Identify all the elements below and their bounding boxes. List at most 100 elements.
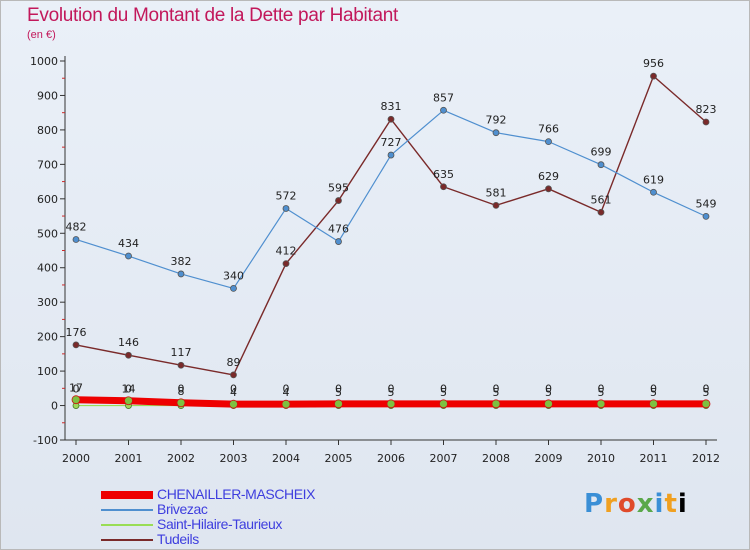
legend-label: Brivezac: [157, 501, 208, 517]
x-tick-label: 2010: [587, 452, 615, 465]
data-point: [702, 212, 710, 220]
data-label: 5: [703, 386, 710, 399]
legend-swatch: [101, 508, 153, 511]
data-label: 766: [538, 123, 559, 136]
x-tick-label: 2005: [325, 452, 353, 465]
data-point: [334, 399, 343, 409]
legend-item: Tudeils: [101, 532, 315, 547]
data-label: 434: [118, 237, 139, 250]
x-tick-label: 2008: [482, 452, 510, 465]
data-label: 340: [223, 269, 244, 282]
legend-swatch: [101, 538, 153, 541]
legend-label: CHENAILLER-MASCHEIX: [157, 486, 316, 502]
data-label: 0: [440, 383, 447, 396]
chart-legend: CHENAILLER-MASCHEIX Brivezac Saint-Hilaire…: [101, 486, 316, 547]
x-tick-label: 2001: [115, 452, 143, 465]
data-label: 0: [650, 383, 657, 396]
x-tick-label: 2011: [640, 452, 668, 465]
data-label: 635: [433, 168, 454, 181]
data-point: [124, 396, 133, 406]
data-label: 482: [66, 220, 87, 233]
data-point: [650, 188, 657, 196]
x-tick-label: 2000: [62, 452, 90, 465]
data-label: 823: [696, 103, 717, 116]
data-point: [229, 399, 238, 409]
data-label: 549: [696, 197, 717, 210]
data-label: 0: [598, 383, 605, 396]
x-tick-label: 2007: [430, 452, 458, 465]
data-label: 0: [335, 383, 342, 396]
data-point: [125, 252, 132, 260]
y-tick-label: 1000: [30, 55, 58, 68]
data-point: [596, 399, 606, 409]
data-point: [282, 205, 290, 212]
data-label: 5: [545, 386, 552, 399]
data-label: 0: [125, 383, 132, 396]
x-tick-label: 2002: [167, 452, 195, 465]
data-point: [492, 201, 500, 209]
data-label: 0: [545, 383, 552, 396]
data-point: [491, 399, 501, 409]
data-label: 146: [118, 336, 139, 349]
data-point: [176, 398, 186, 408]
legend-item: CHENAILLER-MASCHEIX: [101, 486, 316, 502]
data-point: [702, 118, 710, 126]
data-label: 5: [598, 386, 605, 399]
data-label: 0: [73, 383, 80, 396]
data-point: [177, 361, 185, 369]
data-label: 4: [230, 386, 237, 399]
data-label: 857: [433, 91, 454, 104]
data-label: 619: [643, 173, 664, 186]
y-tick-label: 700: [37, 158, 58, 171]
data-point: [545, 138, 552, 146]
data-point: [177, 270, 185, 278]
data-point: [281, 399, 291, 409]
data-label: 727: [381, 136, 402, 149]
data-label: 5: [493, 386, 500, 399]
data-label: 792: [486, 114, 507, 127]
legend-swatch: [101, 490, 153, 499]
data-point: [649, 399, 658, 409]
x-tick-label: 2009: [535, 452, 563, 465]
data-point: [387, 151, 395, 159]
chart-unit-label: (en €): [27, 29, 56, 41]
legend-item: Saint-Hilaire-Taurieux: [101, 517, 315, 532]
data-point: [387, 115, 395, 123]
data-label: 117: [171, 346, 192, 359]
data-label: 412: [276, 245, 297, 258]
data-label: 572: [276, 189, 297, 202]
data-label: 699: [591, 146, 612, 159]
data-point: [335, 238, 342, 245]
data-label: 956: [643, 57, 664, 70]
data-label: 382: [171, 255, 192, 268]
data-point: [545, 185, 552, 193]
data-label: 0: [388, 383, 395, 396]
data-label: 0: [178, 383, 185, 396]
data-point: [597, 161, 605, 169]
data-label: 5: [388, 386, 395, 399]
data-point: [386, 399, 396, 409]
data-label: 176: [66, 326, 87, 339]
data-label: 17: [69, 382, 83, 395]
data-point: [335, 197, 342, 204]
data-point: [439, 399, 448, 409]
x-tick-label: 2003: [220, 452, 248, 465]
data-point: [282, 260, 290, 267]
data-label: 89: [227, 356, 241, 369]
data-point: [440, 106, 447, 114]
legend-swatch: [101, 523, 153, 526]
data-label: 5: [650, 386, 657, 399]
data-label: 595: [328, 182, 349, 195]
data-point: [230, 371, 237, 379]
data-point: [125, 351, 132, 359]
y-tick-label: 300: [37, 296, 58, 309]
y-tick-label: 800: [37, 124, 58, 137]
y-tick-label: 600: [37, 193, 58, 206]
data-label: 5: [335, 386, 342, 399]
x-tick-label: 2006: [377, 452, 405, 465]
data-label: 0: [703, 383, 710, 396]
data-label: 831: [381, 100, 402, 113]
data-label: 14: [122, 383, 136, 396]
